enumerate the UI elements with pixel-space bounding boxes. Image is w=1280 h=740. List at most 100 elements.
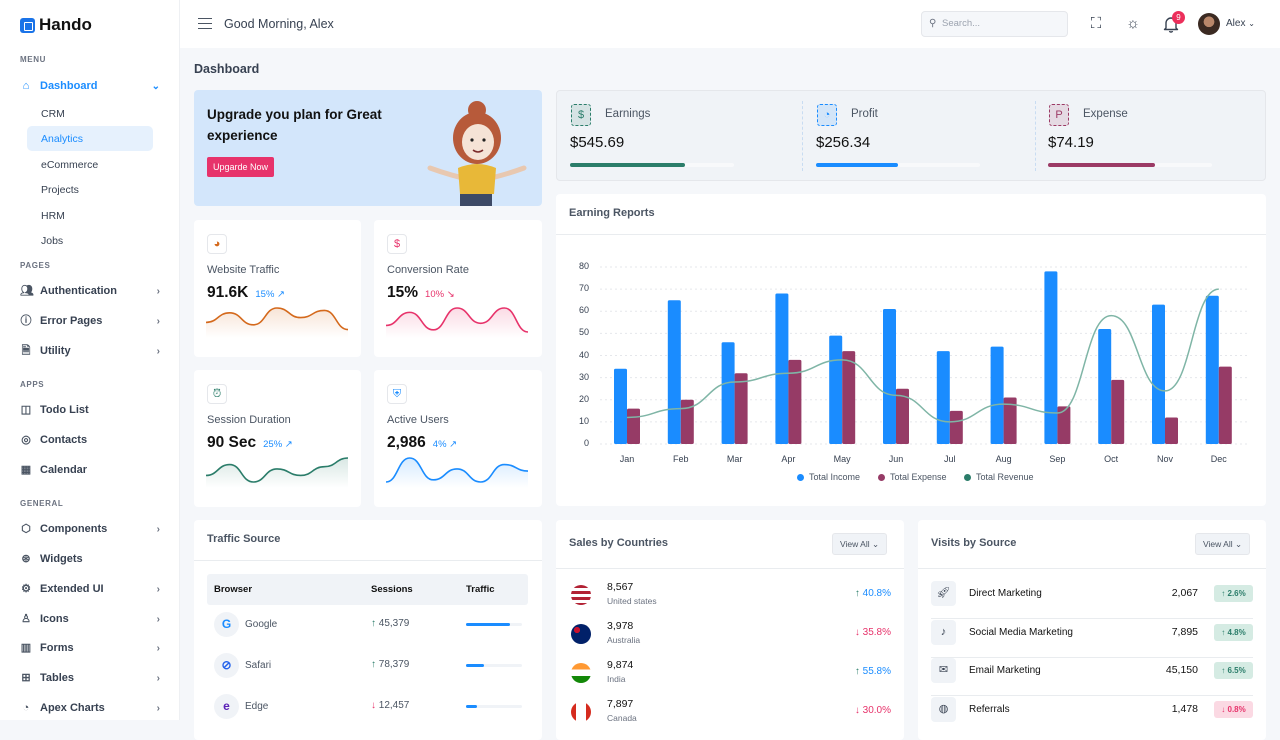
arrow-up-icon: ↑ [371,659,376,670]
legend-item[interactable]: Total Expense [878,472,947,482]
sidebar-item-calendar[interactable]: ▦Calendar [20,459,160,481]
sidebar-item-tables[interactable]: ⊞Tables› [20,667,160,689]
list-item[interactable]: ✉︎ Email Marketing 45,150 ↑ 6.5% [931,658,1253,696]
list-item[interactable]: 9,874 India ↑ 55.8% [569,658,891,688]
bar-total-income[interactable] [1152,305,1165,444]
bar-total-income[interactable] [1098,329,1111,444]
sidebar-item-contacts[interactable]: ◎Contacts [20,429,160,451]
bar-total-expense[interactable] [1111,380,1124,444]
sidebar-item-components[interactable]: ⬡Components› [20,518,160,540]
bar-total-income[interactable] [668,300,681,444]
menu-toggle-icon[interactable] [198,18,212,29]
list-item[interactable]: 7,897 Canada ↓ 30.0% [569,697,891,727]
user-menu[interactable]: Alex ⌄ [1226,18,1255,29]
view-all-dropdown[interactable]: View All ⌄ [832,533,887,555]
section-general: GENERAL [20,499,63,508]
sidebar-subitem-projects[interactable]: Projects [27,177,153,202]
table-row[interactable]: ⊘ Safari ↑ 78,379 [207,653,528,679]
sidebar-item-forms[interactable]: ▥Forms› [20,637,160,659]
label: Extended UI [40,583,104,595]
browser-name: Safari [245,660,271,671]
sidebar-item-widgets[interactable]: ⊛Widgets [20,548,160,570]
sidebar-subitem-ecommerce[interactable]: eCommerce [27,152,153,177]
view-all-label: View All [840,539,870,549]
bar-total-expense[interactable] [842,351,855,444]
change-value: 4% [433,439,447,450]
bar-total-expense[interactable] [1057,406,1070,444]
table-row[interactable]: G Google ↑ 45,379 [207,612,528,638]
trend-up-icon: ↗ [285,439,293,450]
brand-logo[interactable]: Hando [20,15,92,35]
sessions: ↓ 12,457 [371,700,409,711]
change-value: 55.8% [863,666,891,677]
list-item[interactable]: 🚀︎ Direct Marketing 2,067 ↑ 2.6% [931,581,1253,619]
sidebar-subitem-hrm[interactable]: HRM [27,203,153,228]
bar-total-income[interactable] [937,351,950,444]
bar-total-expense[interactable] [1165,417,1178,444]
source-value: 2,067 [1138,587,1198,599]
sparkline-area [386,458,528,488]
search-icon: ⚲ [929,12,936,36]
sidebar-item-authentication[interactable]: 👥︎Authentication› [20,280,160,302]
sidebar-subitem-jobs[interactable]: Jobs [27,228,153,253]
traffic-bar [466,664,522,667]
sidebar-subitem-crm[interactable]: CRM [27,101,153,126]
list-item[interactable]: ◍ Referrals 1,478 ↓ 0.8% [931,697,1253,735]
list-item[interactable]: 3,978 Australia ↓ 35.8% [569,619,891,649]
bar-total-income[interactable] [883,309,896,444]
label: Dashboard [40,80,97,92]
label: Utility [40,345,71,357]
sidebar-item-icons[interactable]: ♙Icons› [20,608,160,630]
legend-item[interactable]: Total Revenue [964,472,1034,482]
search-input[interactable]: ⚲Search... [921,11,1068,37]
view-all-dropdown[interactable]: View All ⌄ [1195,533,1250,555]
bar-total-expense[interactable] [735,373,748,444]
bar-total-income[interactable] [829,336,842,444]
x-tick: Aug [984,454,1024,464]
browser-name: Google [245,619,277,630]
table-row[interactable]: e Edge ↓ 12,457 [207,694,528,720]
country-name: United states [607,596,657,606]
briefcase-icon: ▥ [20,642,32,654]
pie-chart-icon: ◕ [207,234,227,254]
bar-total-expense[interactable] [950,411,963,444]
legend-item[interactable]: Total Income [797,472,860,482]
sidebar-item-todo-list[interactable]: ◫Todo List [20,399,160,421]
bar-total-income[interactable] [991,347,1004,444]
stats-summary: $ Earnings $545.69 ◔ Profit $256.34 P Ex… [556,90,1266,181]
bar-total-income[interactable] [1044,271,1057,444]
upgrade-now-button[interactable]: Upgarde Now [207,157,274,177]
bar-total-expense[interactable] [627,409,640,444]
change-value: 40.8% [863,588,891,599]
alert-circle-icon: ⓘ [20,315,32,327]
fullscreen-icon[interactable]: ⛶ [1086,14,1106,34]
sidebar-item-extended-ui[interactable]: ⚙︎Extended UI› [20,578,160,600]
sidebar-subitem-analytics[interactable]: Analytics [27,126,153,151]
sidebar-item-dashboard[interactable]: ⌂Dashboard⌄ [20,75,160,97]
sidebar-item-apex-charts[interactable]: ◔Apex Charts› [20,697,160,719]
y-tick: 60 [569,305,589,315]
bar-total-expense[interactable] [1219,367,1232,444]
bar-total-income[interactable] [775,294,788,444]
bar-total-income[interactable] [722,342,735,444]
list-item[interactable]: 8,567 United states ↑ 40.8% [569,580,891,610]
metric-label: Active Users [387,414,449,426]
sidebar-item-utility[interactable]: 🗎︎Utility› [20,340,160,362]
arrow-up-icon: ↑ [855,588,860,599]
avatar[interactable] [1198,13,1220,35]
source-name: Social Media Marketing [969,627,1073,638]
list-item[interactable]: ♪ Social Media Marketing 7,895 ↑ 4.8% [931,620,1253,658]
sessions-value: 78,379 [379,659,410,670]
x-tick: Jan [607,454,647,464]
country-sales: 7,897 [607,698,633,710]
label: CRM [41,108,65,120]
sun-icon[interactable]: ☼ [1123,14,1143,34]
bar-total-income[interactable] [614,369,627,444]
card-title: Sales by Countries [569,537,668,549]
dollar-icon: $ [387,234,407,254]
bar-total-income[interactable] [1206,296,1219,444]
section-pages: PAGES [20,261,50,270]
label: Jobs [41,235,63,247]
music-note-icon: ♪ [931,620,956,645]
